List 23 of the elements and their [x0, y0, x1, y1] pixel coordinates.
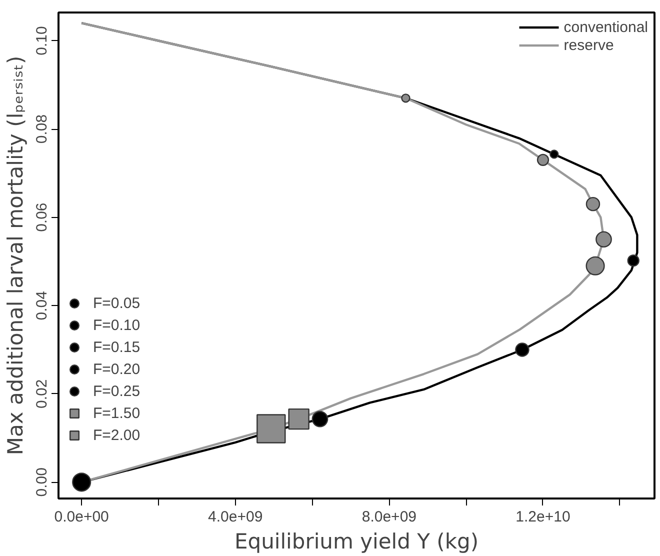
- y-tick-label: 0.02: [34, 379, 50, 408]
- y-tick-label: 0.08: [34, 114, 50, 144]
- legend-label: F=2.00: [93, 426, 140, 446]
- y-tick-label: 0.04: [34, 290, 50, 320]
- legend-label: F=0.05: [93, 294, 140, 314]
- legend-label: F=0.25: [93, 382, 140, 402]
- legend-label: F=0.10: [93, 316, 140, 336]
- y-tick-label: 0.00: [34, 468, 50, 497]
- legend-label: reserve: [564, 36, 614, 54]
- point: [288, 408, 310, 430]
- x-tick-label: 1.2e+10: [516, 508, 570, 526]
- x-tick-label: 4.0e+09: [208, 508, 263, 526]
- y-tick-label: 0.06: [34, 202, 50, 232]
- y-axis-title: Max additional larval mortality (lₚₑᵣₛᵢₛₜ): [4, 56, 28, 456]
- x-tick-label: 8.0e+09: [362, 508, 417, 526]
- x-axis-title: Equilibrium yield Y (kg): [234, 530, 479, 554]
- legend-label: F=0.20: [93, 360, 140, 380]
- x-tick-label: 0.0e+00: [54, 508, 109, 526]
- y-tick-label: 0.10: [34, 26, 50, 56]
- point: [256, 414, 286, 444]
- legend-label: conventional: [564, 18, 648, 36]
- legend-label: F=0.15: [93, 338, 140, 358]
- legend-label: F=1.50: [93, 404, 140, 424]
